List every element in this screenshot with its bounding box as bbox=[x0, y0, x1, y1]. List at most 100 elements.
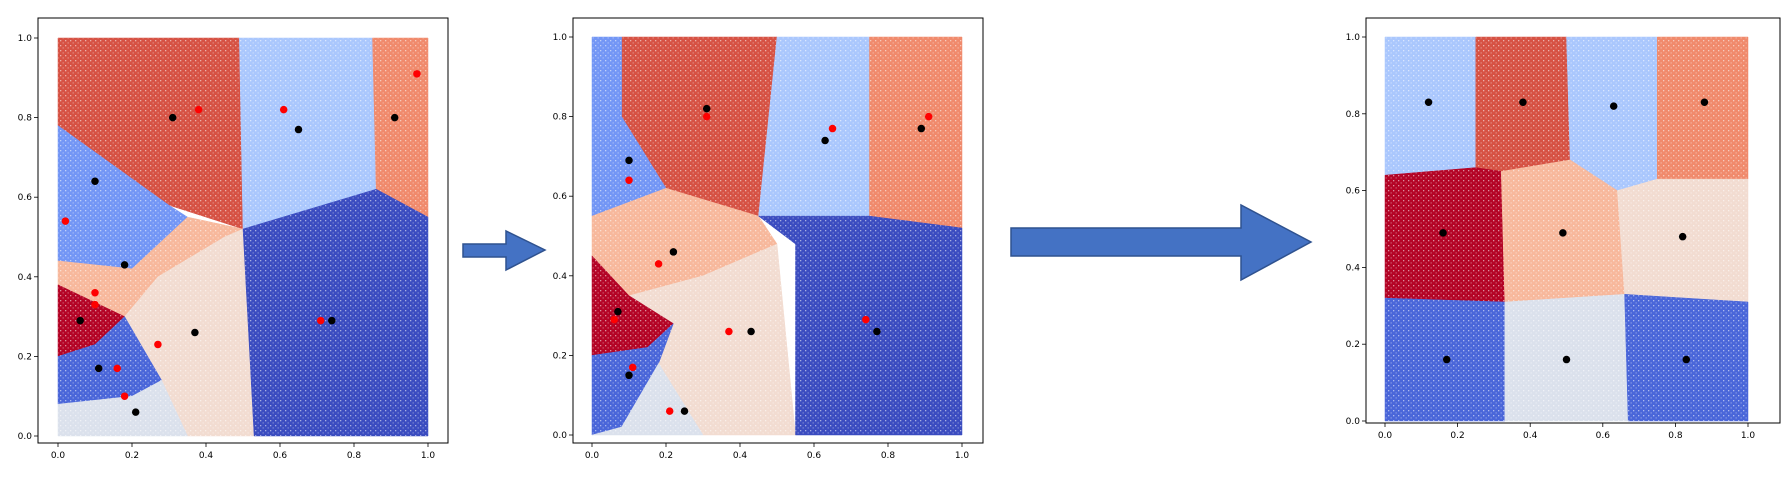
region-top-right-orange-texture bbox=[869, 37, 962, 228]
centroid-point bbox=[390, 113, 399, 122]
previous-centroid-point bbox=[279, 105, 288, 114]
previous-centroid-point bbox=[113, 364, 121, 373]
x-tick-label: 0.4 bbox=[199, 451, 214, 461]
plot-panel-intermediate: 0.0 0.2 0.4 0.6 0.8 1.0 0.0 0.2 0.4 0.6 0.8 1.0 bbox=[530, 0, 990, 478]
x-tick-label: 0.8 bbox=[1668, 431, 1683, 441]
centroid-point bbox=[873, 327, 881, 336]
centroid-point bbox=[1682, 355, 1691, 364]
y-tick-label: 0.0 bbox=[1346, 417, 1361, 427]
region-top-left-red-texture bbox=[621, 37, 777, 217]
previous-centroid-point bbox=[194, 105, 203, 114]
previous-centroid-point bbox=[924, 112, 933, 121]
y-tick-label: 1.0 bbox=[553, 33, 568, 43]
x-tick-label: 0.6 bbox=[1596, 431, 1611, 441]
x-tick-label: 1.0 bbox=[1741, 431, 1756, 441]
y-tick-label: 0.6 bbox=[553, 192, 568, 202]
previous-centroid-point bbox=[61, 217, 70, 225]
previous-centroid-point bbox=[625, 176, 633, 185]
region-left-middle-salmon-texture bbox=[58, 217, 243, 317]
centroid-point bbox=[76, 316, 84, 325]
previous-centroid-point bbox=[702, 112, 711, 121]
region-bottom-light-texture bbox=[58, 380, 188, 436]
voronoi-plot-initial: 0.0 0.2 0.4 0.6 0.8 1.0 0.0 0.2 0.4 0.6 0.8 1.0 bbox=[18, 17, 449, 461]
y-tick-label: 0.2 bbox=[18, 352, 32, 362]
axis-ticks: 0.0 0.2 0.4 0.6 0.8 1.0 0.0 0.2 0.4 0.6 0.8 1.0 bbox=[553, 33, 970, 461]
voronoi-plot-intermediate: 0.0 0.2 0.4 0.6 0.8 1.0 0.0 0.2 0.4 0.6 0.8 1.0 bbox=[553, 17, 984, 461]
x-tick-label: 0.0 bbox=[51, 451, 66, 461]
region-mid-right-pale-texture bbox=[1617, 179, 1748, 302]
region-top-middle-light-blue-texture bbox=[239, 38, 377, 229]
right-arrow-small-icon bbox=[462, 229, 547, 272]
centroid-point bbox=[1562, 355, 1571, 364]
previous-centroid-point bbox=[862, 315, 870, 324]
region-left-dark-red-texture bbox=[592, 255, 674, 356]
region-top-right-light-blue-texture bbox=[1566, 37, 1658, 191]
axis-ticks: 0.0 0.2 0.4 0.6 0.8 1.0 0.0 0.2 0.4 0.6 0.8 1.0 bbox=[1346, 33, 1756, 441]
y-tick-label: 0.8 bbox=[553, 113, 568, 123]
centroid-point bbox=[669, 248, 678, 256]
centroid-point bbox=[1442, 355, 1451, 364]
centroid-point bbox=[328, 316, 336, 325]
y-tick-label: 0.0 bbox=[553, 431, 568, 441]
previous-centroid-point bbox=[610, 315, 618, 324]
previous-centroid-point bbox=[154, 340, 162, 349]
centroid-point bbox=[702, 104, 711, 113]
centroid-point bbox=[168, 113, 177, 122]
x-tick-label: 0.2 bbox=[125, 451, 139, 461]
x-tick-label: 0.8 bbox=[881, 451, 896, 461]
region-bottom-left-blue-texture bbox=[592, 323, 674, 435]
previous-centroid-point bbox=[316, 316, 325, 325]
centroid-point bbox=[120, 261, 129, 269]
previous-centroid-point bbox=[413, 70, 421, 78]
x-tick-label: 0.8 bbox=[347, 451, 362, 461]
x-tick-label: 0.2 bbox=[659, 451, 673, 461]
y-tick-label: 1.0 bbox=[18, 34, 33, 44]
centroid-point bbox=[614, 307, 622, 316]
region-left-blue-texture bbox=[58, 125, 188, 269]
region-top-right-orange-texture bbox=[372, 38, 428, 218]
plot-panel-initial: 0.0 0.2 0.4 0.6 0.8 1.0 0.0 0.2 0.4 0.6 0.8 1.0 bbox=[0, 0, 460, 478]
centroid-point bbox=[191, 328, 199, 337]
centroid-point bbox=[917, 124, 926, 133]
region-right-blue-texture bbox=[758, 216, 962, 435]
x-tick-label: 0.4 bbox=[733, 451, 748, 461]
previous-centroid-point bbox=[654, 260, 663, 268]
y-tick-label: 0.0 bbox=[18, 432, 33, 442]
y-tick-label: 0.8 bbox=[18, 114, 33, 124]
x-tick-label: 0.2 bbox=[1450, 431, 1464, 441]
x-tick-label: 1.0 bbox=[421, 451, 436, 461]
region-top-middle-light-blue-texture bbox=[758, 37, 870, 217]
x-tick-label: 0.0 bbox=[1378, 431, 1393, 441]
previous-centroid-point bbox=[828, 124, 837, 133]
region-top-left-light-blue-texture bbox=[1385, 37, 1476, 176]
centroid-point bbox=[747, 327, 755, 336]
centroid-point bbox=[94, 364, 103, 373]
x-tick-label: 1.0 bbox=[955, 451, 970, 461]
centroid-point bbox=[680, 407, 689, 415]
y-tick-label: 0.4 bbox=[1346, 263, 1361, 273]
y-tick-label: 0.4 bbox=[18, 273, 33, 283]
y-tick-label: 0.6 bbox=[18, 193, 33, 203]
previous-centroid-point bbox=[665, 407, 674, 415]
voronoi-plot-converged: 0.0 0.2 0.4 0.6 0.8 1.0 0.0 0.2 0.4 0.6 0.8 1.0 bbox=[1346, 17, 1781, 441]
x-tick-label: 0.6 bbox=[273, 451, 288, 461]
previous-centroid-point bbox=[628, 363, 637, 372]
y-tick-label: 0.8 bbox=[1346, 110, 1361, 120]
centroid-point bbox=[1700, 98, 1709, 107]
small-arrow bbox=[460, 228, 550, 273]
centroid-point bbox=[91, 177, 99, 186]
centroid-point bbox=[1678, 232, 1687, 241]
centroid-point bbox=[131, 408, 140, 416]
plot-panel-converged: 0.0 0.2 0.4 0.6 0.8 1.0 0.0 0.2 0.4 0.6 0.8 1.0 bbox=[1328, 0, 1787, 478]
previous-centroid-point bbox=[91, 288, 99, 297]
previous-centroid-point bbox=[91, 300, 99, 309]
previous-centroid-point bbox=[725, 327, 733, 336]
large-arrow bbox=[1005, 200, 1325, 285]
centroid-point bbox=[294, 125, 303, 134]
centroid-point bbox=[821, 136, 829, 145]
centroid-point bbox=[625, 371, 633, 380]
centroid-point bbox=[1559, 229, 1567, 237]
centroid-point bbox=[1424, 98, 1433, 107]
x-tick-label: 0.6 bbox=[807, 451, 822, 461]
y-tick-label: 0.2 bbox=[1346, 340, 1360, 350]
